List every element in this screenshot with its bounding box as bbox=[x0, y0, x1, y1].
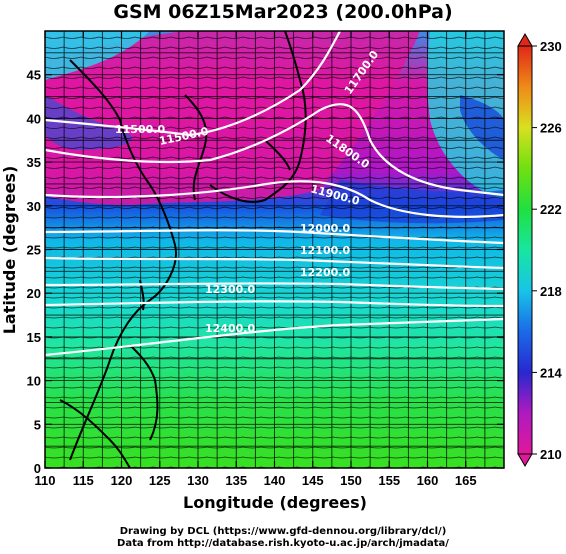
y-tick-label: 45 bbox=[27, 68, 41, 83]
streamline bbox=[45, 336, 504, 339]
streamline bbox=[45, 46, 504, 49]
streamline bbox=[45, 166, 504, 169]
colorbar-tick-label: 214 bbox=[540, 365, 562, 380]
x-tick-label: 155 bbox=[378, 473, 400, 488]
streamline bbox=[45, 396, 504, 399]
x-tick-label: 165 bbox=[455, 473, 477, 488]
longitude-axis: 110 115 120 125 130 135 140 145 150 155 160 165 bbox=[35, 31, 477, 488]
y-tick-label: 10 bbox=[27, 374, 41, 389]
streamline bbox=[45, 176, 504, 179]
streamline bbox=[45, 146, 504, 149]
x-tick-label: 110 bbox=[35, 473, 56, 488]
y-tick-label: 15 bbox=[27, 330, 41, 345]
y-tick-label: 0 bbox=[34, 461, 41, 476]
streamline bbox=[45, 266, 504, 269]
credit-line-drawing: Drawing by DCL (https://www.gfd-dennou.o… bbox=[119, 526, 447, 537]
x-tick-label: 150 bbox=[340, 473, 362, 488]
colorbar-tick-label: 230 bbox=[540, 39, 562, 54]
y-tick-label: 30 bbox=[27, 199, 41, 214]
streamline bbox=[45, 76, 504, 79]
colorbar-tick-label: 222 bbox=[540, 202, 562, 217]
streamline bbox=[45, 306, 504, 309]
contour-label: 12400.0 bbox=[205, 322, 255, 335]
streamline bbox=[45, 236, 504, 239]
streamline bbox=[45, 216, 504, 219]
graticule bbox=[45, 31, 504, 468]
y-tick-label: 35 bbox=[27, 155, 41, 170]
y-tick-label: 40 bbox=[27, 111, 41, 126]
streamline bbox=[45, 406, 504, 409]
colorbar-scale bbox=[517, 45, 533, 455]
y-axis-title: Latitude (degrees) bbox=[0, 166, 19, 335]
streamline bbox=[45, 96, 504, 99]
streamline bbox=[45, 456, 504, 459]
colorbar-max-arrow bbox=[517, 33, 533, 47]
page-title: GSM 06Z15Mar2023 (200.0hPa) bbox=[113, 1, 453, 23]
y-tick-label: 5 bbox=[34, 417, 41, 432]
colorbar-tick-label: 218 bbox=[540, 284, 562, 299]
streamline bbox=[45, 296, 504, 299]
credit-line-data: Data from http://database.rish.kyoto-u.a… bbox=[117, 538, 449, 549]
x-tick-label: 135 bbox=[225, 473, 247, 488]
streamline bbox=[45, 316, 504, 319]
colorbar-tick-label: 210 bbox=[540, 447, 562, 462]
x-tick-label: 140 bbox=[264, 473, 286, 488]
contour-label: 12100.0 bbox=[300, 244, 350, 257]
streamline bbox=[45, 416, 504, 419]
x-tick-label: 125 bbox=[149, 473, 171, 488]
streamline bbox=[45, 356, 504, 359]
streamline bbox=[45, 376, 504, 379]
x-tick-label: 130 bbox=[187, 473, 209, 488]
streamline bbox=[45, 36, 504, 39]
x-tick-label: 145 bbox=[302, 473, 324, 488]
x-tick-label: 160 bbox=[417, 473, 439, 488]
streamline bbox=[45, 246, 504, 249]
contour-label: 12200.0 bbox=[300, 266, 350, 279]
x-tick-label: 120 bbox=[111, 473, 133, 488]
coastlines bbox=[59, 31, 307, 468]
streamline bbox=[45, 56, 504, 59]
colorbar: 230 226 222 218 214 210 bbox=[517, 33, 562, 467]
contour-label: 12000.0 bbox=[300, 222, 350, 235]
streamline bbox=[45, 126, 504, 129]
x-tick-label: 115 bbox=[73, 473, 94, 488]
streamline bbox=[45, 386, 504, 389]
latitude-axis: 0 5 10 15 20 25 30 35 40 45 bbox=[27, 68, 504, 476]
contour-label: 12300.0 bbox=[205, 283, 255, 296]
height-contours bbox=[45, 31, 504, 357]
credits: Drawing by DCL (https://www.gfd-dennou.o… bbox=[0, 526, 566, 550]
streamline bbox=[45, 276, 504, 279]
x-axis-title: Longitude (degrees) bbox=[183, 493, 367, 512]
colorbar-min-arrow bbox=[517, 453, 533, 467]
streamline bbox=[45, 186, 504, 189]
streamline bbox=[45, 426, 504, 429]
y-tick-label: 25 bbox=[27, 243, 41, 258]
contour-label: 11500.0 bbox=[115, 123, 165, 136]
streamline bbox=[45, 66, 504, 69]
streamline bbox=[45, 86, 504, 89]
colorbar-tick-label: 226 bbox=[540, 121, 562, 136]
streamline bbox=[45, 446, 504, 449]
streamline bbox=[45, 326, 504, 329]
streamline bbox=[45, 206, 504, 209]
y-tick-label: 20 bbox=[27, 286, 41, 301]
streamline bbox=[45, 196, 504, 199]
temperature-field: 11500.0 11500.0 11700.0 11800.0 11900.0 … bbox=[45, 31, 504, 468]
